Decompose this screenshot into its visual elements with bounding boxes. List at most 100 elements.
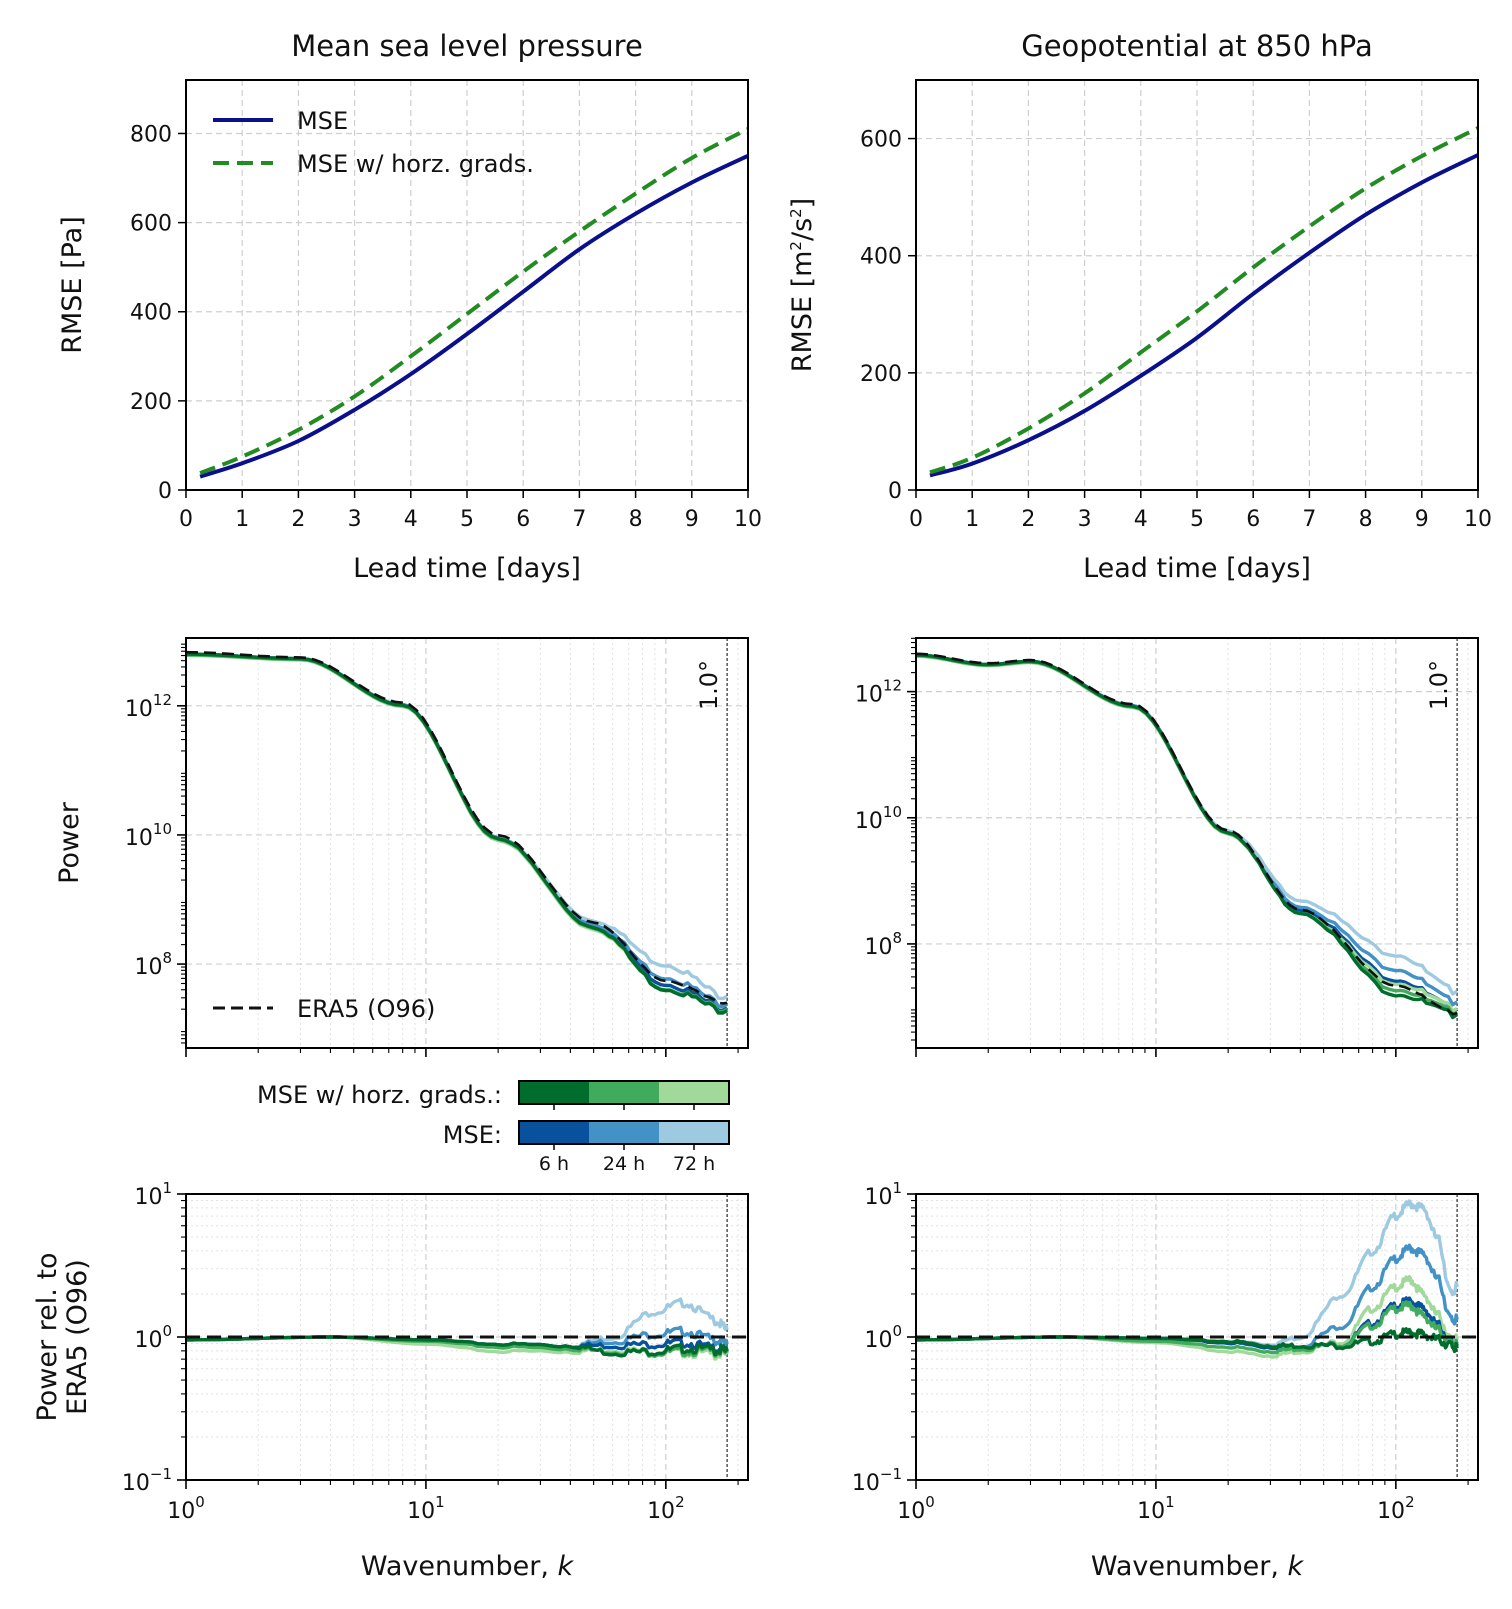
y-tick-label: 600: [130, 212, 172, 237]
x-tick-label: 101: [1137, 1493, 1175, 1524]
series-line-mse-w-horz-grads-24-h: [185, 653, 728, 1014]
series-line-mse-24-h: [915, 653, 1458, 1007]
x-tick-label: 2: [291, 507, 305, 532]
panel-title: Mean sea level pressure: [291, 29, 643, 63]
y-tick-label: 10−1: [852, 1465, 902, 1496]
series-line-mse-w-horz-grads-6-h: [185, 652, 728, 1015]
x-axis-label: Lead time [days]: [353, 553, 581, 584]
colorbar-tick-6h: 6 h: [539, 1153, 569, 1175]
x-tick-label: 2: [1021, 507, 1035, 532]
series-line-mse-24-h: [915, 1243, 1459, 1350]
x-tick-label: 9: [685, 507, 699, 532]
x-tick-label: 9: [1415, 507, 1429, 532]
y-tick-label: 101: [864, 1179, 902, 1210]
y-tick-label: 800: [130, 122, 172, 147]
legend-label-era5: ERA5 (O96): [297, 995, 435, 1023]
x-tick-label: 3: [348, 507, 362, 532]
colorbar-row1-label: MSE w/ horz. grads.:: [257, 1081, 502, 1109]
panel-spectrum-z850: 1.0° 108 1010 1012: [855, 637, 1479, 1057]
plot-frame: [915, 637, 1479, 1049]
series-line-mse-horz-grads: [929, 126, 1479, 475]
y-axis-label: RMSE [m2/s2]: [787, 198, 818, 372]
y-tick-label: 400: [860, 245, 902, 270]
series-line-mse-w-horz-grads-24-h: [915, 1300, 1459, 1355]
series-line-mse-w-horz-grads-6-h: [915, 653, 1459, 1020]
x-tick-label: 5: [1190, 507, 1204, 532]
series-line-mse-w-horz-grads-6-h: [915, 1327, 1459, 1354]
series-line-mse: [929, 153, 1479, 478]
y-axis-label: Power rel. toERA5 (O96): [32, 1252, 93, 1421]
y-tick-label: 400: [130, 301, 172, 326]
y-tick-label: 1010: [125, 820, 172, 851]
colorbar-tick-24h: 24 h: [603, 1153, 645, 1175]
panel-rmse-msl: 0 1 2 3 4 5 6 7 8 9 10 0 200 400 600 800 Mean sea level …: [57, 29, 762, 584]
x-tick-label: 4: [1134, 507, 1148, 532]
series-line-mse-w-horz-grads-72-h: [185, 653, 728, 1015]
x-axis-label: Wavenumber, k: [361, 1551, 575, 1582]
x-tick-label: 8: [629, 507, 643, 532]
colorbar-swatch-mse-6h: [519, 1121, 589, 1144]
resolution-label: 1.0°: [695, 660, 723, 710]
colorbar-swatch-grads-72h: [659, 1081, 729, 1104]
x-tick-label: 5: [460, 507, 474, 532]
x-tick-label: 10: [1464, 507, 1492, 532]
x-tick-label: 101: [407, 1493, 445, 1524]
colorbar-swatch-grads-24h: [589, 1081, 659, 1104]
legend-label: MSE: [297, 107, 348, 135]
panel-rmse-z850: 0 1 2 3 4 5 6 7 8 9 10 0 200 400 600 Geopotential at 85…: [787, 29, 1492, 584]
series-line-mse-72-h: [915, 654, 1458, 996]
x-axis-label: Lead time [days]: [1083, 553, 1311, 584]
x-tick-label: 8: [1359, 507, 1373, 532]
x-axis-label: Wavenumber, k: [1091, 1551, 1305, 1582]
y-tick-label: 200: [860, 362, 902, 387]
x-tick-label: 100: [897, 1493, 935, 1524]
y-tick-label: 108: [864, 929, 902, 960]
y-tick-label: 600: [860, 128, 902, 153]
colorbar-swatch-grads-6h: [519, 1081, 589, 1104]
legend-label: MSE w/ horz. grads.: [297, 150, 534, 178]
series-line-mse-horz-grads: [199, 127, 749, 475]
y-tick-label: 101: [134, 1179, 172, 1210]
series-line-era5: [185, 650, 728, 1005]
y-tick-label: 100: [864, 1322, 902, 1353]
x-tick-label: 0: [179, 507, 193, 532]
x-tick-label: 1: [965, 507, 979, 532]
y-tick-label: 200: [130, 390, 172, 415]
x-tick-label: 7: [572, 507, 586, 532]
y-tick-label: 0: [158, 479, 172, 504]
x-tick-label: 6: [516, 507, 530, 532]
plot-frame: [185, 637, 749, 1049]
x-tick-label: 3: [1078, 507, 1092, 532]
colorbar-row2-label: MSE:: [443, 1121, 502, 1149]
x-tick-label: 100: [167, 1493, 205, 1524]
y-axis-label: Power: [54, 801, 85, 884]
y-tick-label: 1010: [855, 803, 902, 834]
x-tick-label: 7: [1302, 507, 1316, 532]
x-tick-label: 1: [235, 507, 249, 532]
series-line-mse: [199, 153, 749, 479]
series-line-era5: [915, 652, 1458, 1016]
colorbar-swatch-mse-72h: [659, 1121, 729, 1144]
y-tick-label: 1012: [125, 691, 172, 722]
y-axis-label: RMSE [Pa]: [57, 216, 88, 354]
y-tick-label: 100: [134, 1322, 172, 1353]
y-tick-label: 0: [888, 479, 902, 504]
panel-spectrum-msl: 1.0° 108 1010 1012 Power ERA5 (O96): [54, 637, 749, 1057]
x-tick-label: 102: [1377, 1493, 1415, 1524]
y-tick-label: 1012: [855, 677, 902, 708]
x-tick-label: 6: [1246, 507, 1260, 532]
colorbar-swatch-mse-24h: [589, 1121, 659, 1144]
x-tick-label: 102: [647, 1493, 685, 1524]
y-tick-label: 10−1: [122, 1465, 172, 1496]
resolution-label: 1.0°: [1425, 660, 1453, 710]
x-tick-label: 0: [909, 507, 923, 532]
y-tick-label: 108: [134, 949, 172, 980]
panel-title: Geopotential at 850 hPa: [1021, 29, 1373, 63]
x-tick-label: 4: [404, 507, 418, 532]
colorbar-legend: MSE w/ horz. grads.: MSE: 6 h 24 h 72 h: [257, 1080, 730, 1175]
colorbar-tick-72h: 72 h: [673, 1153, 715, 1175]
x-tick-label: 10: [734, 507, 762, 532]
